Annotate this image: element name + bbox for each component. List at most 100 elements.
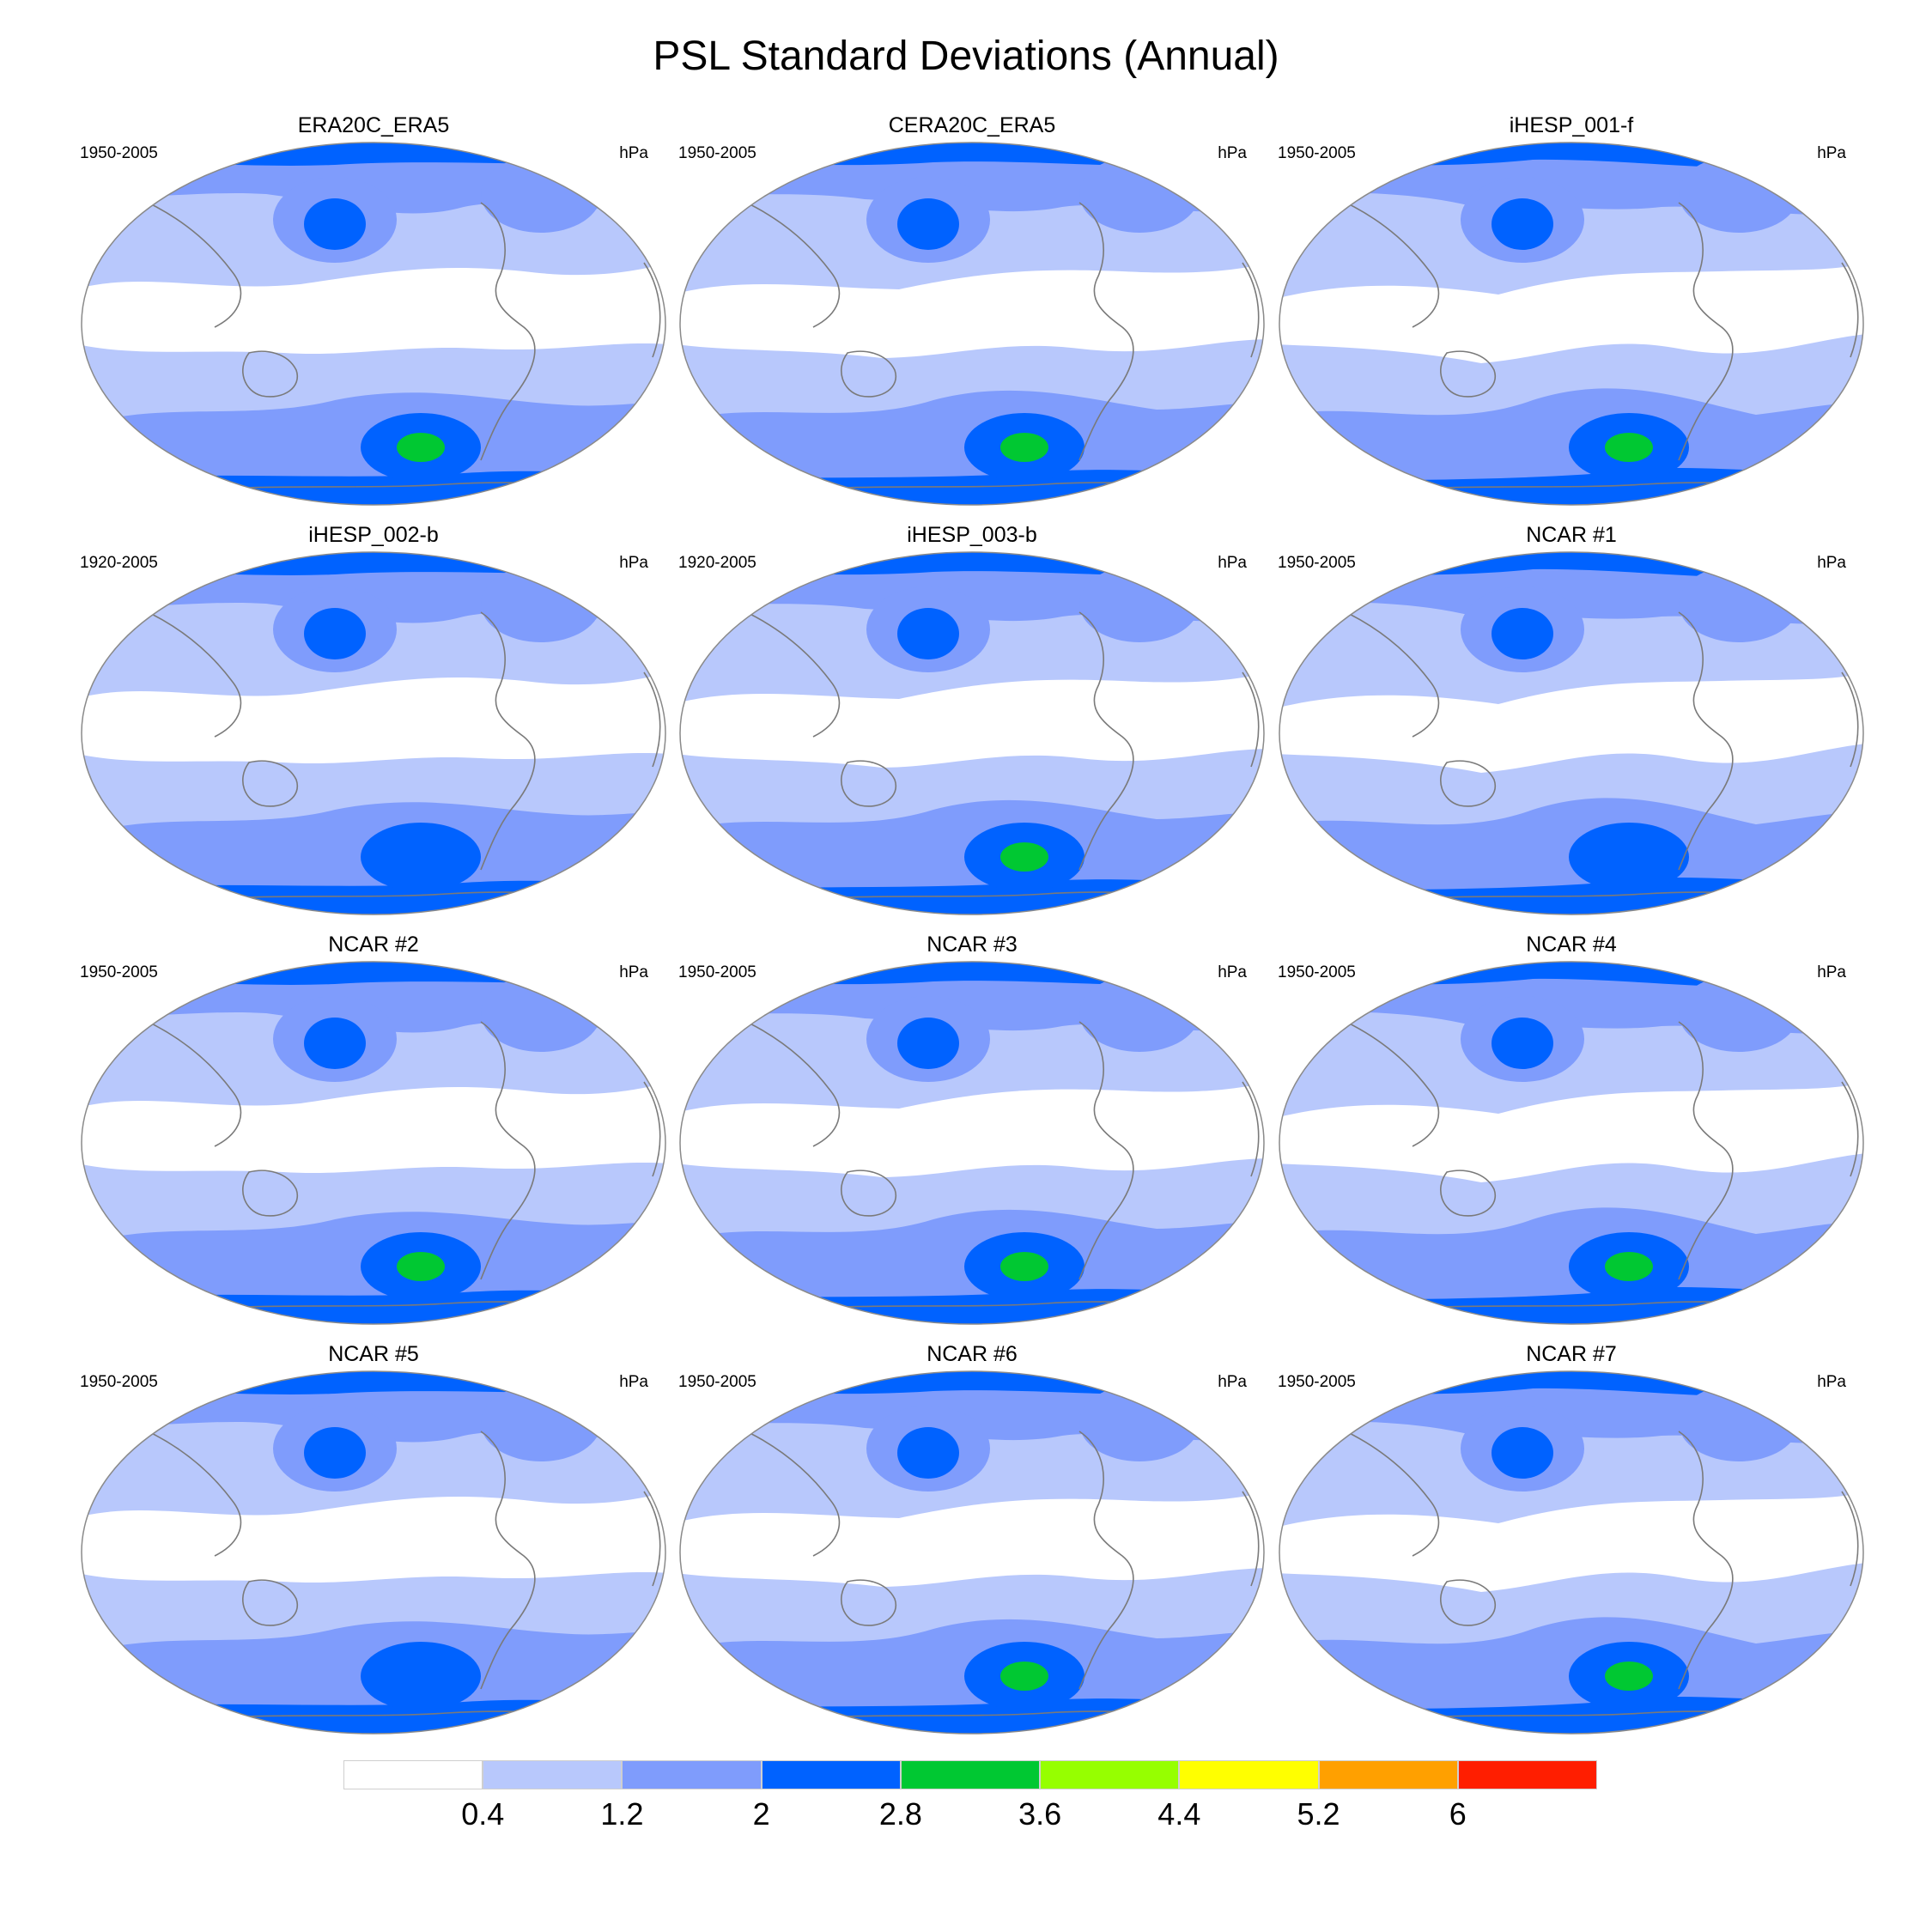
africa-coast — [643, 262, 661, 358]
contour-field — [680, 552, 1264, 914]
north-atlantic-outer — [481, 975, 601, 1052]
panel-title: NCAR #4 — [1526, 933, 1617, 957]
north-atlantic-outer — [1679, 565, 1799, 642]
colorbar-label: 4.4 — [1157, 1796, 1201, 1832]
asia-coast — [128, 603, 242, 738]
panel-period: 1950-2005 — [1278, 963, 1356, 981]
map-panel: NCAR #5 1950-2005 hPa — [77, 1342, 670, 1737]
colorbar-box — [1318, 1760, 1458, 1789]
colorbar-box — [622, 1760, 762, 1789]
aleutian-low-core — [897, 198, 959, 250]
asia-coast — [726, 1422, 841, 1557]
africa-coast — [1841, 262, 1859, 358]
asia-coast — [1326, 1422, 1440, 1557]
map-panel: NCAR #7 1950-2005 hPa — [1275, 1342, 1868, 1737]
panel-units: hPa — [1817, 554, 1846, 572]
australia-coast — [1439, 1579, 1497, 1626]
panel-period: 1950-2005 — [1278, 554, 1356, 572]
map-panel: CERA20C_ERA5 1950-2005 hPa — [676, 113, 1268, 508]
map-panel: NCAR #2 1950-2005 hPa — [77, 933, 670, 1327]
north-atlantic-outer — [481, 565, 601, 642]
low-variance-tropics — [1279, 1492, 1863, 1592]
africa-coast — [1242, 262, 1260, 358]
asia-coast — [726, 1012, 841, 1147]
map-frame — [81, 551, 666, 915]
arctic-high — [82, 552, 665, 575]
aleutian-low-core — [897, 1427, 959, 1479]
americas-coast — [1078, 202, 1134, 461]
panel-units: hPa — [1218, 1373, 1247, 1391]
africa-coast — [643, 1491, 661, 1587]
southern-pacific-peak — [1000, 433, 1048, 462]
australia-coast — [840, 350, 897, 398]
americas-coast — [1078, 1431, 1134, 1690]
north-atlantic-outer — [481, 155, 601, 233]
panel-units: hPa — [1218, 963, 1247, 981]
panel-period: 1920-2005 — [678, 554, 756, 572]
aleutian-low-core — [1492, 198, 1553, 250]
southern-pacific-peak — [1605, 1252, 1653, 1281]
map-frame — [81, 961, 666, 1325]
panel-units: hPa — [619, 963, 648, 981]
americas-coast — [1078, 1021, 1134, 1280]
asia-coast — [1326, 1012, 1440, 1147]
australia-coast — [1439, 350, 1497, 398]
americas-coast — [1678, 611, 1734, 871]
panel-title: CERA20C_ERA5 — [888, 113, 1056, 137]
southern-pacific-peak — [1000, 1662, 1048, 1691]
north-atlantic-outer — [1679, 155, 1799, 233]
africa-coast — [1242, 1491, 1260, 1587]
panel-period: 1950-2005 — [678, 1373, 756, 1391]
africa-coast — [643, 671, 661, 768]
southern-pacific-center — [1569, 823, 1689, 891]
colorbar-label: 0.4 — [461, 1796, 505, 1832]
map-frame — [679, 142, 1265, 506]
north-atlantic-outer — [481, 1384, 601, 1461]
colorbar-label: 2 — [752, 1796, 770, 1832]
colorbar-label: 3.6 — [1018, 1796, 1062, 1832]
aleutian-low-core — [1492, 1018, 1553, 1069]
asia-coast — [1326, 603, 1440, 738]
panel-units: hPa — [619, 554, 648, 572]
australia-coast — [241, 1579, 299, 1626]
colorbar-box — [1179, 1760, 1319, 1789]
africa-coast — [643, 1081, 661, 1177]
panel-title: ERA20C_ERA5 — [297, 113, 450, 137]
arctic-high — [82, 143, 665, 166]
map-frame — [1279, 551, 1864, 915]
world-map — [1279, 551, 1864, 915]
contour-field — [1279, 143, 1863, 505]
panel-period: 1950-2005 — [80, 963, 158, 981]
world-map — [81, 961, 666, 1325]
australia-coast — [840, 1579, 897, 1626]
southern-pacific-peak — [1000, 1252, 1048, 1281]
contour-field — [1279, 1371, 1863, 1734]
africa-coast — [1841, 1491, 1859, 1587]
aleutian-low-core — [1492, 1427, 1553, 1479]
map-panel: iHESP_003-b 1920-2005 hPa — [676, 523, 1268, 918]
asia-coast — [1326, 193, 1440, 328]
aleutian-low-core — [304, 1427, 366, 1479]
asia-coast — [128, 193, 242, 328]
panel-title: NCAR #2 — [328, 933, 419, 957]
map-panel: iHESP_001-f 1950-2005 hPa — [1275, 113, 1868, 508]
colorbar-box — [483, 1760, 623, 1789]
panel-units: hPa — [1817, 144, 1846, 162]
north-atlantic-outer — [1079, 155, 1200, 233]
low-variance-tropics — [680, 672, 1264, 768]
north-atlantic-outer — [1079, 1384, 1200, 1461]
world-map — [1279, 1370, 1864, 1735]
southern-pacific-center — [361, 823, 481, 891]
contour-field — [82, 552, 665, 914]
map-frame — [679, 961, 1265, 1325]
southern-pacific-center — [361, 1642, 481, 1710]
map-frame — [679, 1370, 1265, 1735]
colorbar-label: 2.8 — [878, 1796, 922, 1832]
australia-coast — [241, 350, 299, 398]
arctic-high — [82, 1371, 665, 1394]
africa-coast — [1841, 1081, 1859, 1177]
southern-pacific-peak — [1605, 1662, 1653, 1691]
aleutian-low-core — [304, 198, 366, 250]
panel-period: 1920-2005 — [80, 554, 158, 572]
southern-pacific-peak — [1605, 433, 1653, 462]
